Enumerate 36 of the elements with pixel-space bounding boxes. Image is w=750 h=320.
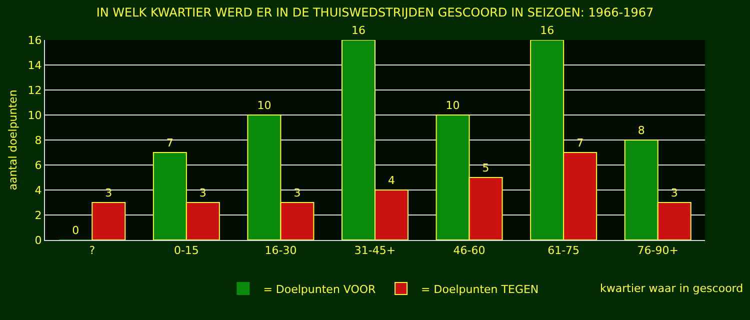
y-tick-label: 6 <box>34 158 42 172</box>
x-axis-title: kwartier waar in gescoord <box>600 282 744 295</box>
y-tick-label: 2 <box>34 208 42 222</box>
x-tick-label: 76-90+ <box>637 244 678 258</box>
x-tick-label: 16-30 <box>264 244 297 258</box>
data-label: 3 <box>105 186 112 200</box>
y-tick-label: 10 <box>28 108 42 122</box>
data-label: 10 <box>257 99 272 112</box>
data-label: 3 <box>199 186 206 200</box>
data-label: 4 <box>388 174 395 187</box>
data-label: 8 <box>638 124 645 137</box>
y-tick-label: 8 <box>34 134 42 147</box>
bar <box>92 202 126 240</box>
chart-title: IN WELK KWARTIER WERD ER IN DE THUISWEDSTRIJDEN GESCOORD IN SEIZOEN: 1966-1967 <box>96 5 654 20</box>
data-label: 10 <box>446 99 460 112</box>
x-tick-label: 46-60 <box>453 244 486 258</box>
data-label: 3 <box>294 186 301 200</box>
legend-label: = Doelpunten VOOR <box>263 282 376 296</box>
legend-label: = Doelpunten TEGEN <box>421 282 539 296</box>
data-label: 7 <box>166 136 174 150</box>
data-label: 0 <box>72 224 80 237</box>
x-tick-label: 31-45+ <box>354 244 396 258</box>
y-tick-label: 16 <box>28 34 42 47</box>
data-label: 7 <box>576 136 584 150</box>
x-tick-label: ? <box>89 244 96 258</box>
x-tick-label: 61-75 <box>548 244 580 258</box>
y-tick-label: 4 <box>34 184 42 197</box>
y-tick-label: 14 <box>28 58 42 72</box>
data-label: 16 <box>540 24 554 37</box>
data-label: 16 <box>352 24 366 37</box>
y-tick-label: 12 <box>28 84 42 97</box>
x-tick-label: 0-15 <box>174 244 199 258</box>
y-tick-label: 0 <box>34 234 42 247</box>
data-label: 3 <box>670 186 678 200</box>
y-axis-title: aantal doelpunten <box>6 90 20 190</box>
data-label: 5 <box>482 162 490 174</box>
